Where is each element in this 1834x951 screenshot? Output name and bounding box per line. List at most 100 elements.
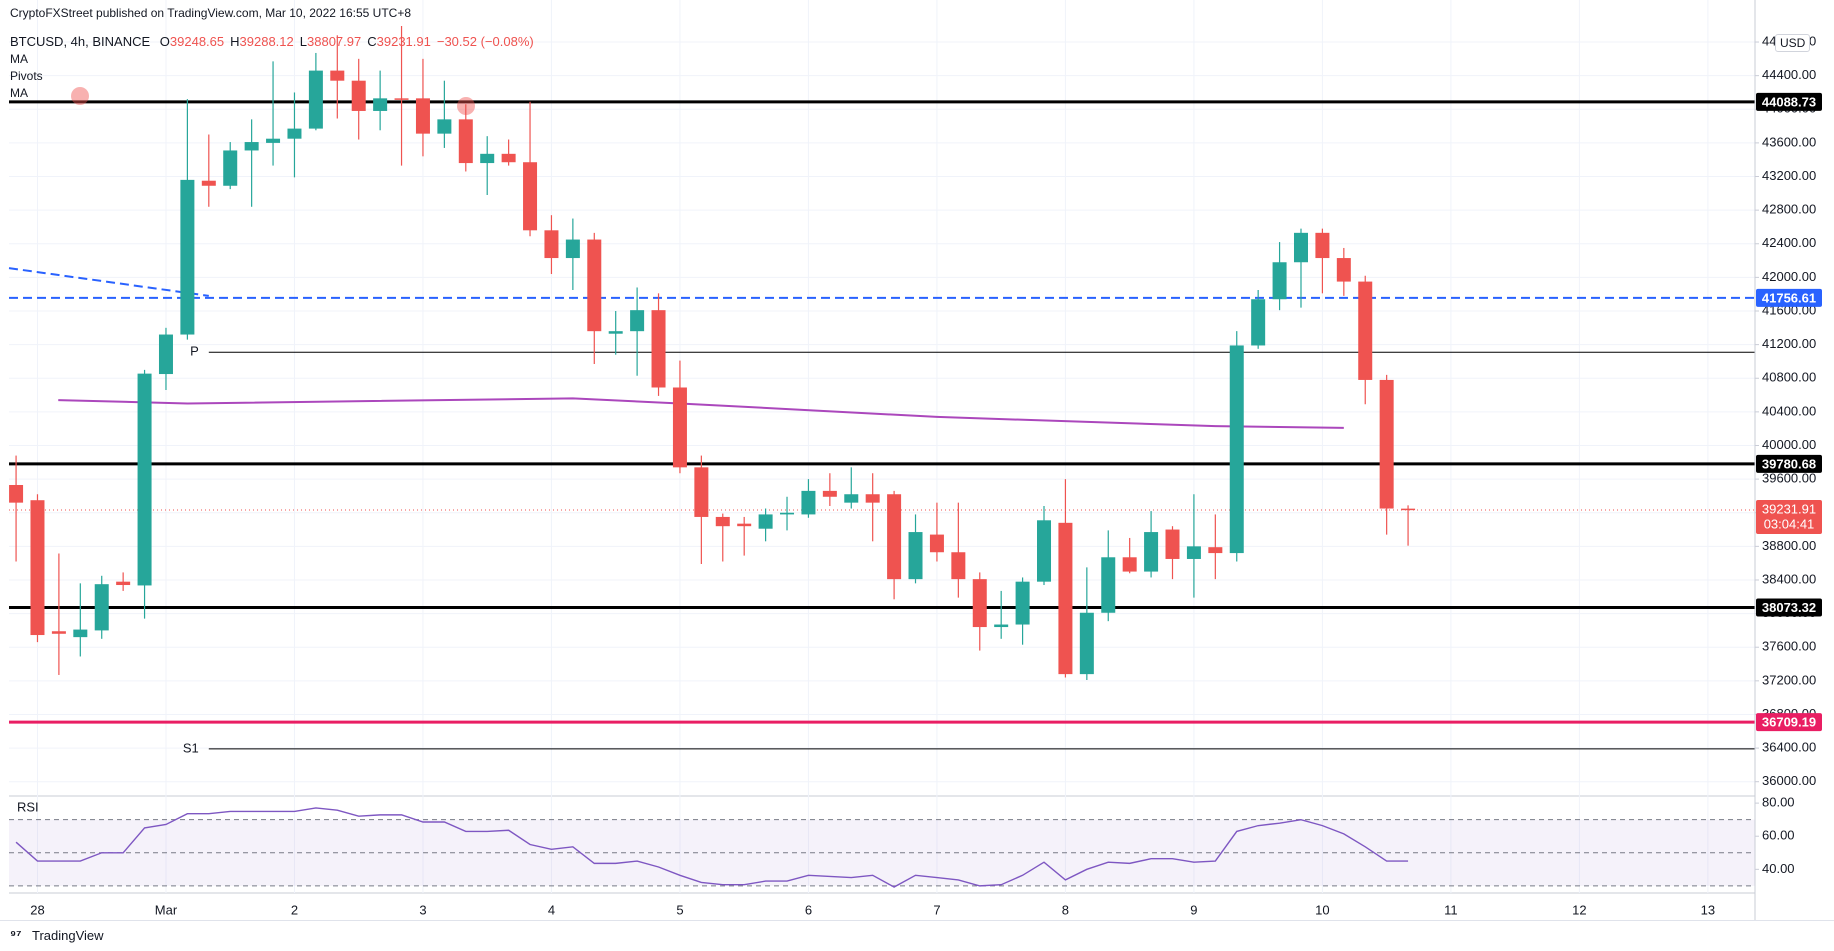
candle-body	[373, 98, 388, 111]
candle-body	[9, 484, 24, 503]
x-tick-label: 11	[1444, 902, 1458, 917]
candle-body	[1037, 520, 1052, 582]
symbol: BTCUSD, 4h, BINANCE	[10, 34, 151, 49]
candle-body	[223, 150, 238, 186]
y-tick-label: 43600.00	[1762, 134, 1816, 149]
candle-body	[94, 584, 109, 631]
x-tick-label: 6	[805, 902, 812, 917]
countdown: 03:04:41	[1764, 516, 1815, 531]
currency: USD	[1775, 34, 1811, 52]
ohlc-value: 38807.97	[307, 34, 362, 49]
candle-body	[287, 128, 302, 139]
y-tick-label: 43200.00	[1762, 168, 1816, 183]
candle-body	[1315, 232, 1330, 259]
candle-body	[73, 629, 88, 638]
x-tick-label: 8	[1062, 902, 1069, 917]
level-label: 44088.73	[1762, 94, 1816, 109]
y-tick-label: 40800.00	[1762, 370, 1816, 385]
ohlc-value: 39288.12	[239, 34, 294, 49]
y-tick-label: 36400.00	[1762, 740, 1816, 755]
x-tick-label: Mar	[155, 902, 178, 917]
candle-body	[1122, 557, 1137, 572]
candle-body	[437, 119, 452, 134]
candle-body	[672, 387, 687, 468]
y-tick-label: 39600.00	[1762, 471, 1816, 486]
publisher: CryptoFXStreet published on TradingView.…	[10, 6, 411, 20]
change: −30.52 (−0.08%)	[436, 34, 534, 49]
level-label-bg	[1756, 598, 1822, 617]
x-tick-label: 3	[419, 902, 426, 917]
ohlc-label: O	[159, 34, 170, 49]
y-tick-label: 36000.00	[1762, 773, 1816, 788]
candle-body	[1358, 281, 1373, 380]
last-price-label: 39231.91	[1762, 501, 1816, 516]
candle-body	[266, 138, 281, 143]
candle-body	[501, 153, 516, 163]
y-tick-label: 42800.00	[1762, 202, 1816, 217]
x-tick-label: 10	[1315, 902, 1329, 917]
candle-body	[951, 552, 966, 580]
x-tick-label: 7	[933, 902, 940, 917]
ohlc-value: 39248.65	[169, 34, 225, 49]
y-tick-label: 44400.00	[1762, 67, 1816, 82]
ohlc-label: H	[230, 34, 240, 49]
candle-body	[929, 534, 944, 553]
candle-body	[1272, 262, 1287, 300]
candle-body	[1058, 522, 1073, 675]
pivot-marker	[71, 87, 89, 105]
candle-body	[201, 180, 216, 186]
y-tick-label: 38400.00	[1762, 571, 1816, 586]
y-tick-label: 37600.00	[1762, 639, 1816, 654]
level-label: 41756.61	[1762, 290, 1816, 305]
x-tick-label: 12	[1572, 902, 1586, 917]
plot: 28 Mar 2 3 4 5 6 7 8 9 10 11 12 13 P S1 RSI	[8, 26, 1755, 917]
logo: ⁹⁷	[10, 927, 22, 942]
candle-body	[1165, 529, 1180, 559]
candle-body	[737, 523, 752, 527]
candle-body	[994, 624, 1009, 628]
y-tick-label: 42000.00	[1762, 269, 1816, 284]
grid	[9, 0, 1834, 894]
candle-body	[972, 579, 987, 628]
candle-body	[694, 467, 709, 517]
x-tick-label: 2	[291, 902, 298, 917]
trendline	[8, 267, 209, 297]
candle-body	[116, 581, 131, 586]
level-label: 38073.32	[1762, 600, 1816, 615]
candle-body	[651, 310, 666, 388]
footer-bar: ⁹⁷ TradingView	[0, 920, 1834, 951]
candle-body	[908, 532, 923, 580]
ohlc-label: L	[299, 34, 307, 49]
y-tick-label: 38800.00	[1762, 538, 1816, 553]
candle-body	[587, 239, 602, 332]
x-tick-label: 28	[30, 902, 44, 917]
candle-body	[630, 310, 645, 332]
level-label: 39780.68	[1762, 456, 1816, 471]
ohlc-value: 39231.91	[376, 34, 431, 49]
candle-body	[865, 494, 880, 503]
level-label: 36709.19	[1762, 715, 1816, 730]
pivot-label: S1	[183, 740, 199, 755]
x-tick-label: 9	[1190, 902, 1197, 917]
candle-body	[458, 119, 473, 164]
rsi-tick-label: 80.00	[1762, 795, 1795, 810]
candle-body	[523, 162, 538, 231]
candle-body	[887, 494, 902, 580]
rsi-line	[15, 807, 1409, 888]
candle-body	[30, 500, 45, 636]
level-label-bg	[1756, 713, 1822, 732]
candle-body	[308, 70, 323, 129]
symbol-line: BTCUSD, 4h, BINANCE O39248.65 H39288.12 L3…	[10, 34, 534, 49]
candle-body	[480, 153, 495, 164]
candle-body	[158, 334, 173, 375]
candle-body	[1293, 232, 1308, 263]
candle-body	[351, 80, 366, 111]
candle-body	[822, 490, 837, 497]
candle-body	[758, 514, 773, 529]
candle-body	[801, 490, 816, 515]
candle-body	[137, 373, 152, 586]
candle-body	[1144, 532, 1159, 572]
candle-body	[394, 98, 409, 100]
